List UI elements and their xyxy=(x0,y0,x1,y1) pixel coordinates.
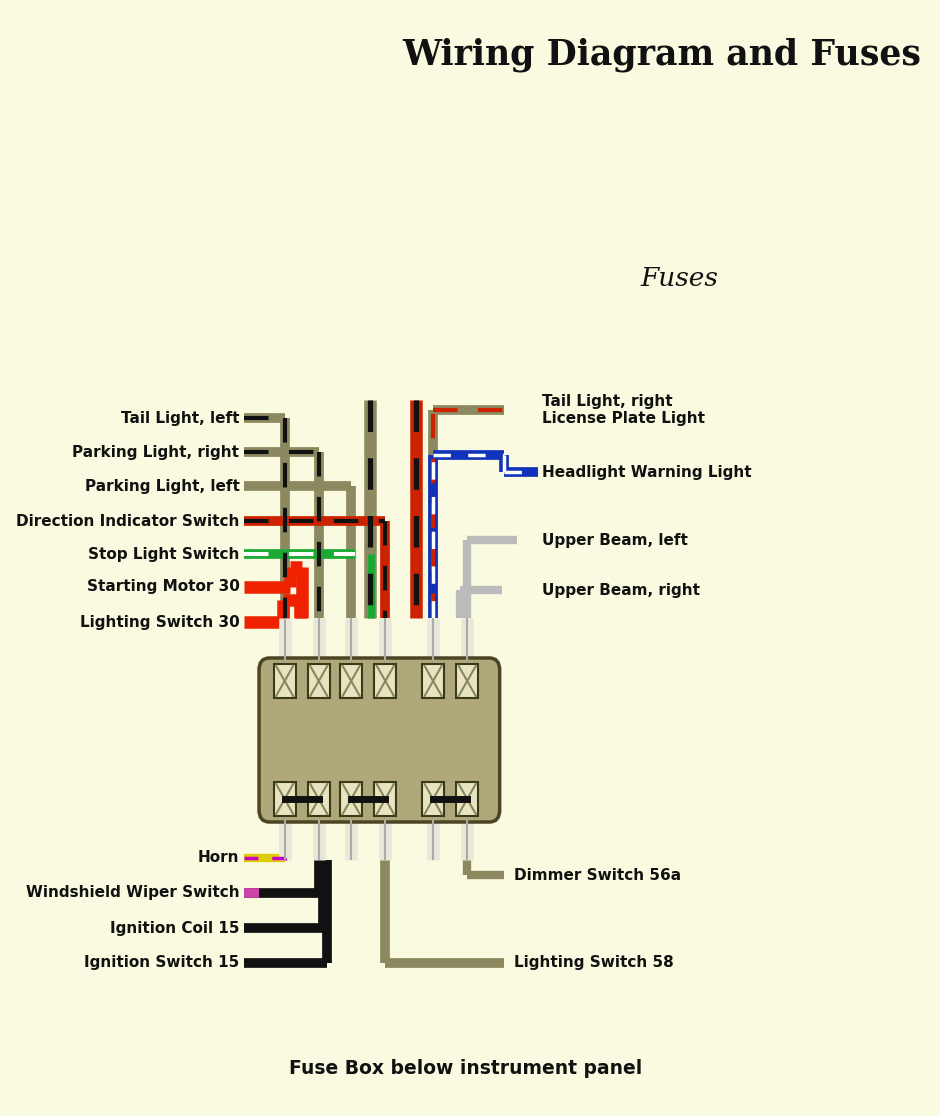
Text: Upper Beam, left: Upper Beam, left xyxy=(542,532,688,548)
Bar xyxy=(307,782,330,816)
Bar xyxy=(274,664,296,698)
Text: Ignition Coil 15: Ignition Coil 15 xyxy=(110,921,240,935)
Text: Direction Indicator Switch: Direction Indicator Switch xyxy=(16,513,240,529)
FancyBboxPatch shape xyxy=(259,658,500,822)
Text: Parking Light, left: Parking Light, left xyxy=(85,479,240,493)
Bar xyxy=(307,664,330,698)
Bar xyxy=(340,664,362,698)
Text: Tail Light, right
License Plate Light: Tail Light, right License Plate Light xyxy=(542,394,705,426)
Text: Upper Beam, right: Upper Beam, right xyxy=(542,583,700,597)
Bar xyxy=(340,782,362,816)
Bar xyxy=(274,782,296,816)
Text: Horn: Horn xyxy=(198,850,240,866)
Bar xyxy=(374,664,397,698)
Text: Wiring Diagram and Fuses: Wiring Diagram and Fuses xyxy=(402,38,921,73)
Bar xyxy=(456,782,478,816)
Text: Tail Light, left: Tail Light, left xyxy=(121,411,240,425)
Text: Lighting Switch 30: Lighting Switch 30 xyxy=(80,615,240,629)
Bar xyxy=(374,782,397,816)
Text: Ignition Switch 15: Ignition Switch 15 xyxy=(85,955,240,971)
Text: Starting Motor 30: Starting Motor 30 xyxy=(86,579,240,595)
Text: Windshield Wiper Switch: Windshield Wiper Switch xyxy=(25,885,240,901)
Text: Lighting Switch 58: Lighting Switch 58 xyxy=(514,955,674,971)
Text: Headlight Warning Light: Headlight Warning Light xyxy=(542,464,752,480)
Bar xyxy=(422,664,445,698)
Bar xyxy=(422,782,445,816)
Text: Stop Light Switch: Stop Light Switch xyxy=(88,547,240,561)
Text: Dimmer Switch 56a: Dimmer Switch 56a xyxy=(514,867,682,883)
Bar xyxy=(456,664,478,698)
Text: Fuses: Fuses xyxy=(640,266,718,290)
Text: Fuse Box below instrument panel: Fuse Box below instrument panel xyxy=(289,1058,642,1078)
Text: Parking Light, right: Parking Light, right xyxy=(72,444,240,460)
